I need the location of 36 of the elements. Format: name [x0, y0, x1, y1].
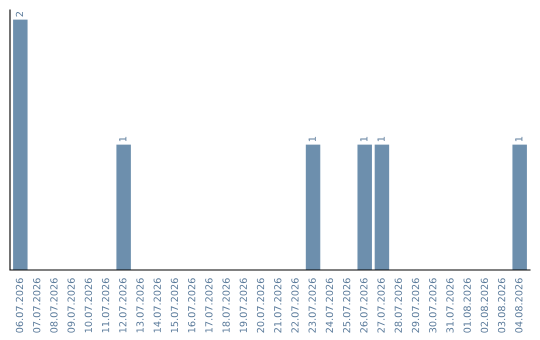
x-tick-label: 28.07.2026	[394, 278, 402, 333]
x-tick-label: 11.07.2026	[102, 278, 110, 332]
x-tick-label: 14.07.2026	[154, 278, 161, 332]
x-tick-label: 20.07.2026	[256, 278, 264, 333]
x-tick-label: 04.08.2026	[515, 278, 522, 333]
x-tick-label: 27.07.2026	[377, 278, 385, 333]
x-tick-label: 29.07.2026	[412, 278, 420, 333]
x-tick-label: 07.07.2026	[33, 278, 40, 333]
data-label: 1	[119, 136, 126, 142]
x-tick-label: 01.08.2026	[463, 278, 471, 333]
x-tick-label: 15.07.2026	[170, 278, 178, 332]
x-tick-label: 03.08.2026	[498, 278, 506, 333]
x-tick-label: 19.07.2026	[240, 278, 247, 332]
data-label: 1	[515, 136, 522, 142]
data-label: 1	[308, 136, 316, 142]
x-tick-label: 12.07.2026	[119, 278, 126, 332]
x-tick-label: 18.07.2026	[222, 278, 230, 332]
x-tick-label: 10.07.2026	[84, 278, 92, 332]
x-tick-label: 22.07.2026	[291, 278, 299, 333]
x-tick-label: 21.07.2026	[274, 278, 282, 333]
x-tick-label: 08.07.2026	[50, 278, 58, 333]
x-tick-label: 31.07.2026	[446, 278, 454, 333]
x-tick-label: 17.07.2026	[205, 278, 213, 332]
x-tick-label: 26.07.2026	[360, 278, 368, 333]
x-tick-label: 16.07.2026	[188, 278, 196, 332]
x-tick-label: 02.08.2026	[480, 278, 488, 333]
x-tick-label: 09.07.2026	[67, 278, 75, 333]
data-label: 2	[16, 12, 24, 17]
x-tick-label: 30.07.2026	[429, 278, 436, 333]
data-label: 1	[360, 136, 368, 142]
x-tick-label: 24.07.2026	[326, 278, 334, 333]
x-tick-label: 13.07.2026	[136, 278, 144, 332]
x-tick-label: 23.07.2026	[308, 278, 316, 333]
x-tick-label: 06.07.2026	[16, 278, 24, 333]
x-tick-label: 25.07.2026	[342, 278, 350, 333]
data-label: 1	[378, 136, 385, 142]
